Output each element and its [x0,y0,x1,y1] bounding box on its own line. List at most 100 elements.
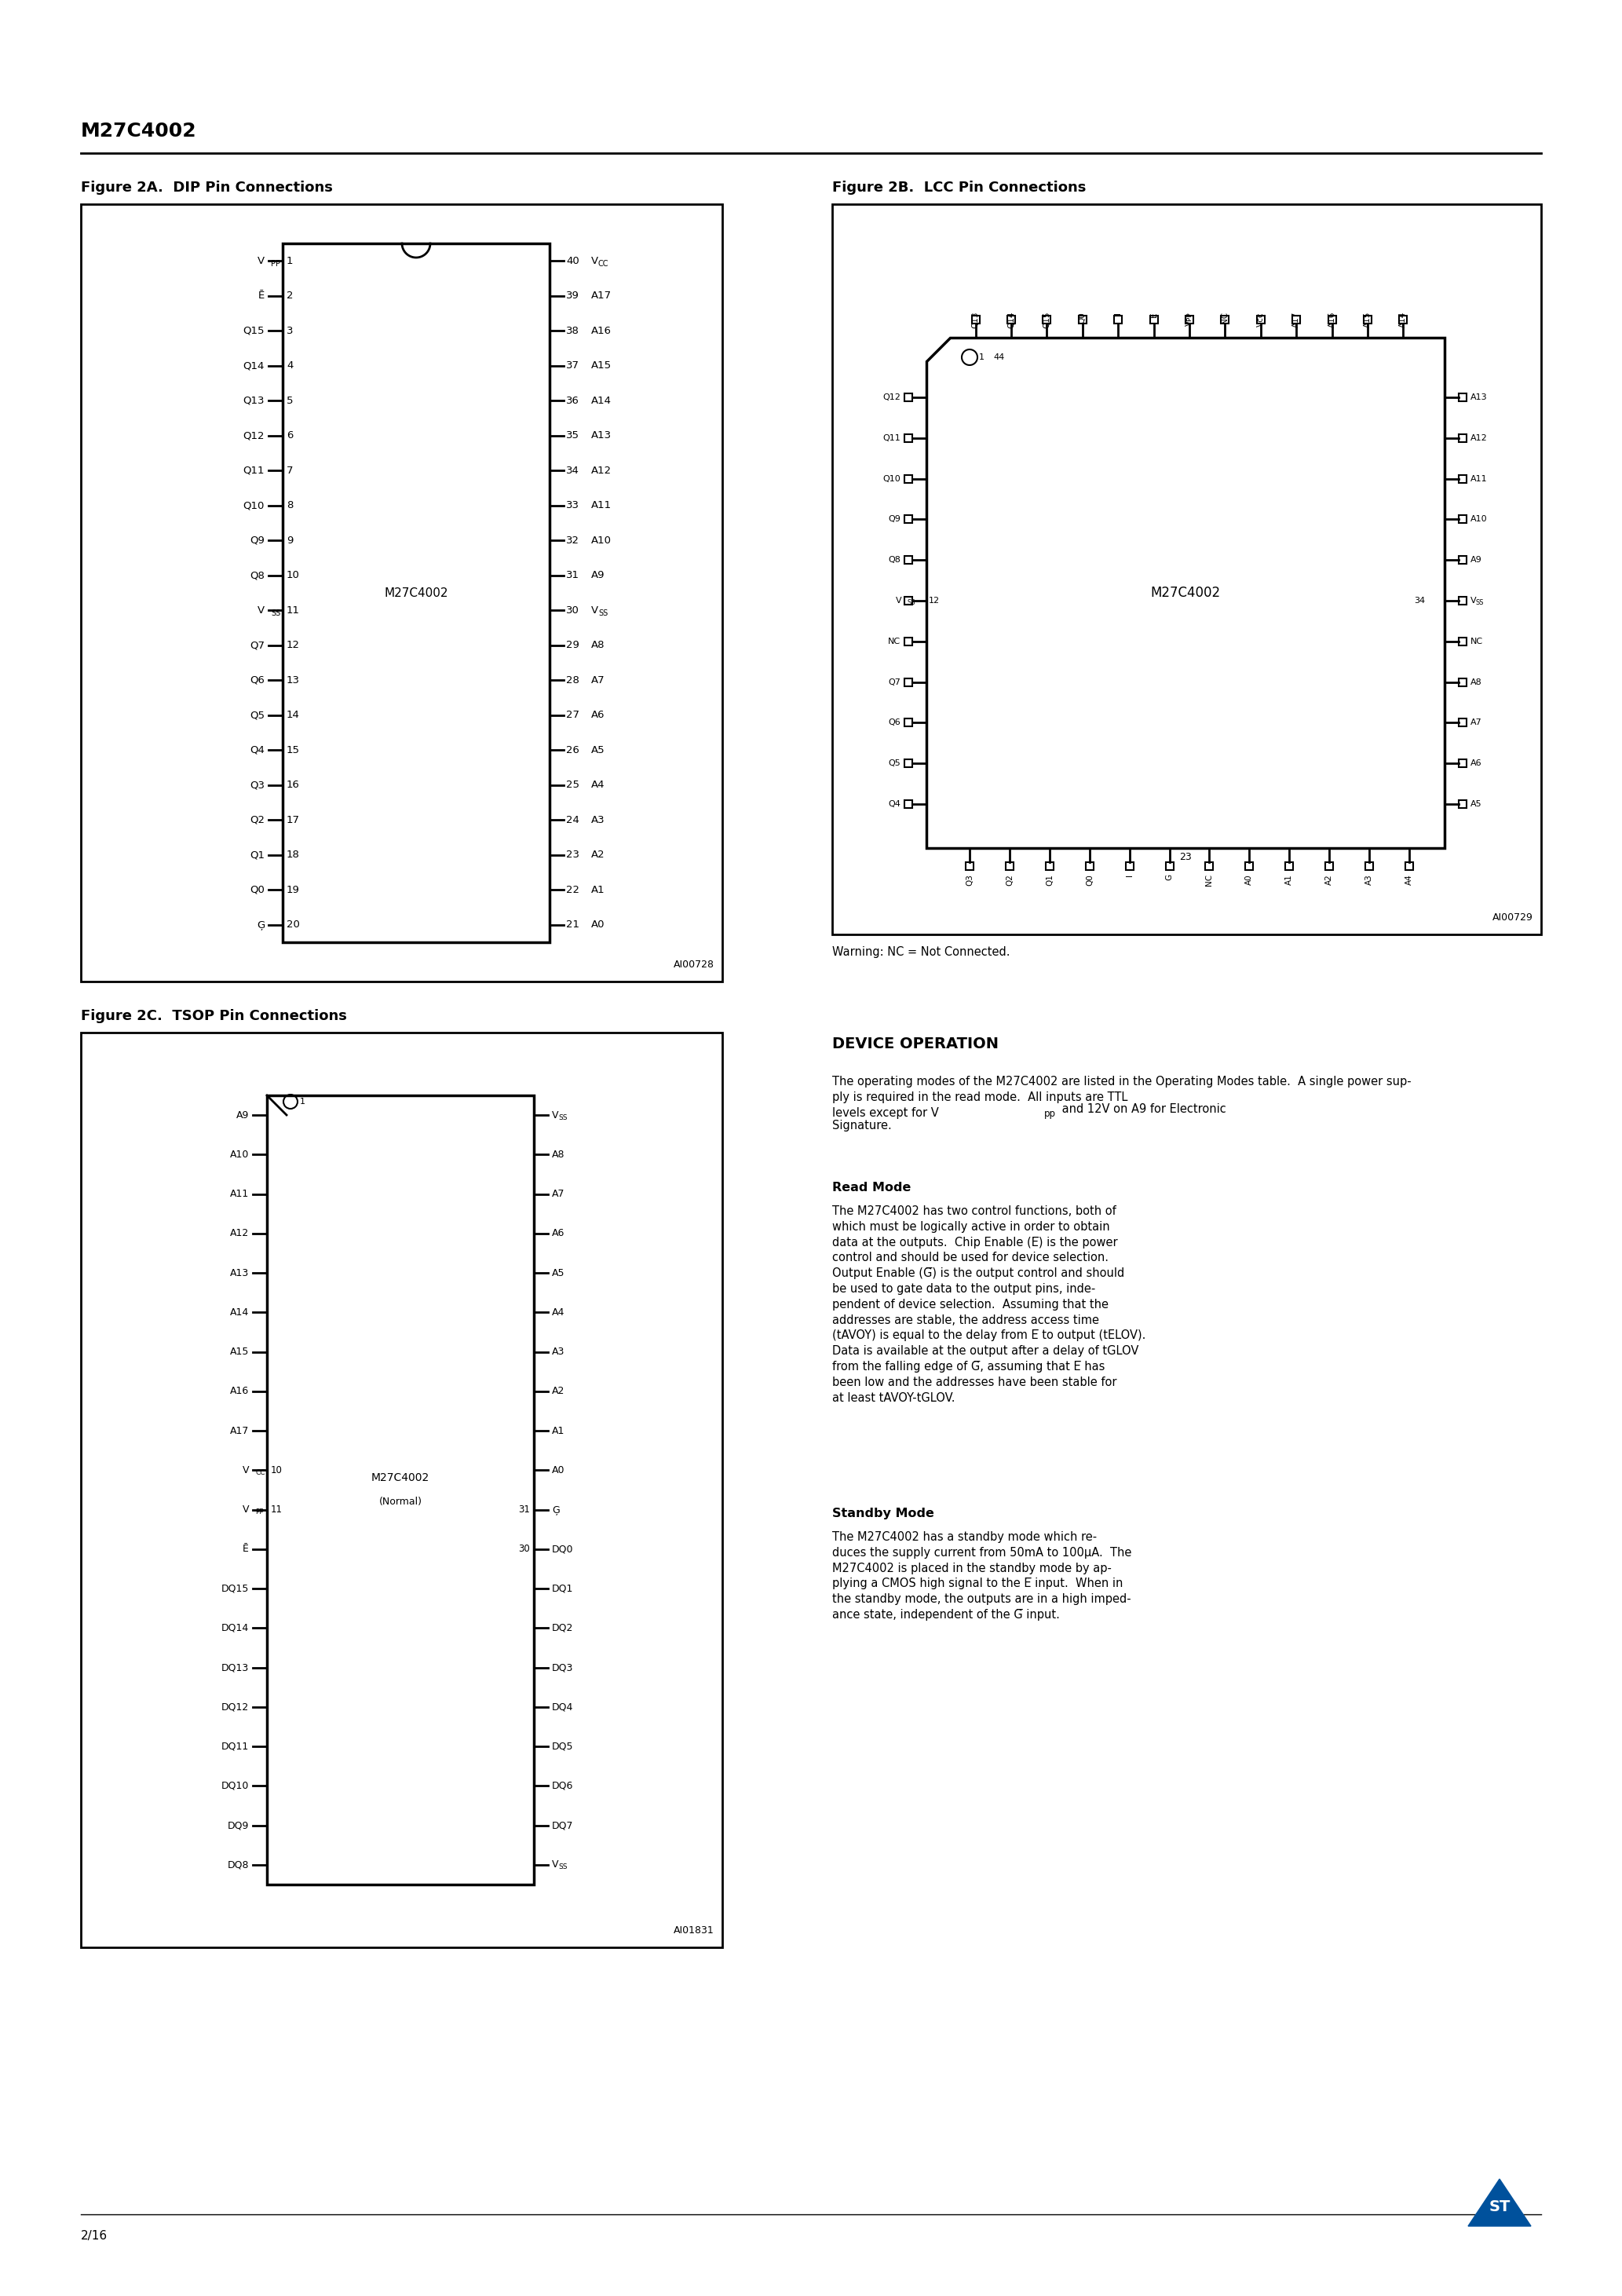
Text: Q11: Q11 [882,434,900,441]
Text: Q3: Q3 [250,781,264,790]
Text: A5: A5 [1471,801,1483,808]
Bar [1405,863,1413,870]
Text: PP: PP [255,1508,264,1515]
Text: Q5: Q5 [250,709,264,721]
Bar [1458,514,1466,523]
Text: Q6: Q6 [889,719,900,728]
Text: 38: 38 [566,326,579,335]
Text: 11: 11 [287,606,300,615]
Text: V: V [551,1860,558,1869]
Text: A10: A10 [590,535,611,546]
Bar [905,434,912,441]
Text: A1: A1 [590,884,605,895]
Text: A16: A16 [590,326,611,335]
Text: DQ1: DQ1 [551,1584,574,1593]
Text: A2: A2 [1325,875,1333,884]
Text: A4: A4 [551,1306,564,1318]
Text: A1: A1 [1285,875,1293,884]
Text: DQ8: DQ8 [227,1860,248,1869]
Text: 8: 8 [287,501,294,510]
Text: DQ11: DQ11 [221,1740,248,1752]
Text: 37: 37 [566,360,579,372]
Bar [1257,315,1265,324]
Bar [1400,315,1408,324]
Bar [1221,315,1229,324]
Text: A15: A15 [1364,312,1372,328]
Text: A11: A11 [1471,475,1487,482]
Bar [1205,863,1213,870]
Text: 19: 19 [287,884,300,895]
Bar [1458,475,1466,482]
Text: A2: A2 [551,1387,564,1396]
Text: 32: 32 [566,535,579,546]
Text: Read Mode: Read Mode [832,1182,912,1194]
Text: and 12V on A9 for Electronic: and 12V on A9 for Electronic [1058,1104,1226,1116]
Text: (Normal): (Normal) [380,1497,422,1506]
Text: A3: A3 [1366,875,1372,884]
Text: Q12: Q12 [243,432,264,441]
Text: 36: 36 [566,395,579,406]
Bar [1458,760,1466,767]
Text: NC: NC [887,638,900,645]
Text: 30: 30 [566,606,579,615]
Bar [1458,393,1466,402]
Text: A6: A6 [551,1228,564,1238]
Text: 21: 21 [566,921,579,930]
Text: A7: A7 [551,1189,564,1199]
Bar [1458,801,1466,808]
Text: Q5: Q5 [889,760,900,767]
Bar [905,514,912,523]
Text: A1: A1 [551,1426,564,1435]
Text: Ē: Ē [258,292,264,301]
Text: A13: A13 [1471,393,1487,402]
Text: A7: A7 [1471,719,1483,728]
Text: AI01831: AI01831 [673,1926,714,1936]
Text: A8: A8 [551,1150,564,1159]
Text: Q2: Q2 [1006,875,1014,886]
Text: 22: 22 [566,884,579,895]
Text: Q4: Q4 [250,744,264,755]
Text: M27C4002: M27C4002 [81,122,196,140]
Text: Q14: Q14 [243,360,264,372]
Text: CC: CC [255,1469,264,1476]
Text: 5: 5 [287,395,294,406]
Text: DQ14: DQ14 [221,1623,248,1632]
Bar [967,863,973,870]
Text: A5: A5 [590,744,605,755]
Bar [905,393,912,402]
Text: 4: 4 [287,360,294,372]
Text: A4: A4 [590,781,605,790]
Text: A6: A6 [590,709,605,721]
Bar [1458,677,1466,687]
Bar [1458,638,1466,645]
Text: NC: NC [1471,638,1483,645]
Bar [1006,863,1014,870]
Text: A12: A12 [590,466,611,475]
Text: AI00729: AI00729 [1492,912,1533,923]
Text: 17: 17 [287,815,300,824]
Text: The operating modes of the M27C4002 are listed in the Operating Modes table.  A : The operating modes of the M27C4002 are … [832,1077,1411,1118]
Text: Q0: Q0 [1085,875,1093,886]
Text: Vᴄᴄ: Vᴄᴄ [1257,312,1265,326]
Text: DQ15: DQ15 [221,1584,248,1593]
Bar [1085,863,1093,870]
Text: A13: A13 [230,1267,248,1279]
Text: A0: A0 [1246,875,1254,884]
Text: Ē: Ē [243,1543,248,1554]
Text: 12: 12 [929,597,939,604]
Polygon shape [926,338,1445,847]
Text: 20: 20 [287,921,300,930]
Text: Ģ: Ģ [256,921,264,930]
Text: A14: A14 [230,1306,248,1318]
Text: Signature.: Signature. [832,1120,892,1132]
Text: Standby Mode: Standby Mode [832,1508,934,1520]
Text: 27: 27 [566,709,579,721]
Bar [1150,315,1158,324]
Text: A14: A14 [1400,312,1408,328]
Text: 34: 34 [566,466,579,475]
Bar [972,315,980,324]
Text: Q14: Q14 [1007,312,1015,328]
Text: 31: 31 [566,569,579,581]
Bar [1186,315,1194,324]
Text: A8: A8 [1471,677,1483,687]
